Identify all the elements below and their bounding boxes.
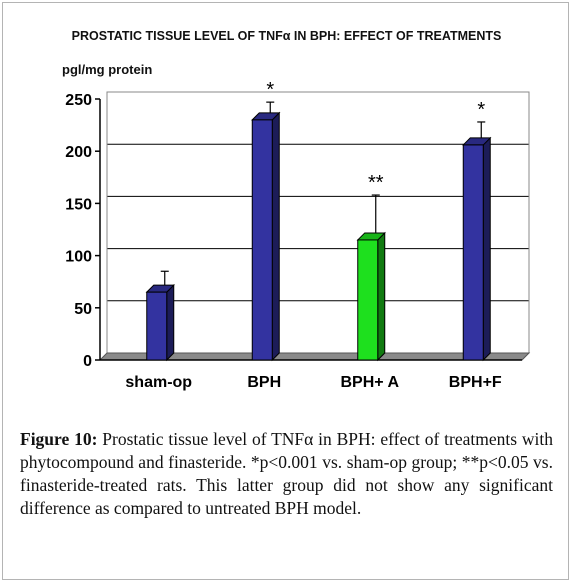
y-tick-label: 0	[83, 353, 92, 370]
bar-side	[271, 111, 280, 362]
y-tick-label: 200	[65, 144, 92, 161]
bar	[251, 119, 273, 361]
chart-title: PROSTATIC TISSUE LEVEL OF TNFα IN BPH: E…	[71, 29, 502, 43]
figure-caption: Figure 10: Prostatic tissue level of TNF…	[20, 428, 553, 520]
figure-frame	[2, 2, 569, 580]
y-tick-label: 250	[65, 92, 92, 109]
bar-side	[166, 283, 175, 362]
bar	[357, 239, 379, 361]
bar-side	[377, 231, 386, 362]
category-label: BPH	[247, 374, 281, 391]
significance-label: *	[477, 99, 485, 121]
bar	[462, 144, 484, 361]
y-tick-label: 150	[65, 196, 92, 213]
significance-label: **	[368, 172, 384, 194]
figure-label: Figure 10:	[20, 429, 98, 449]
bar	[146, 291, 168, 361]
significance-label: *	[266, 80, 274, 101]
y-tick-label: 100	[65, 249, 92, 266]
y-axis-unit-label: pgl/mg protein	[62, 62, 153, 77]
category-label: sham-op	[125, 374, 192, 391]
category-label: BPH+F	[449, 374, 502, 391]
bar-chart: 0 50 100 150 200 250 sham-op * BPH ** BPH+ A * BPH+F	[65, 80, 531, 391]
y-tick-label: 50	[74, 301, 92, 318]
figure-caption-text: Prostatic tissue level of TNFα in BPH: e…	[20, 429, 553, 518]
category-label: BPH+ A	[340, 374, 399, 391]
bar-side	[482, 136, 491, 362]
